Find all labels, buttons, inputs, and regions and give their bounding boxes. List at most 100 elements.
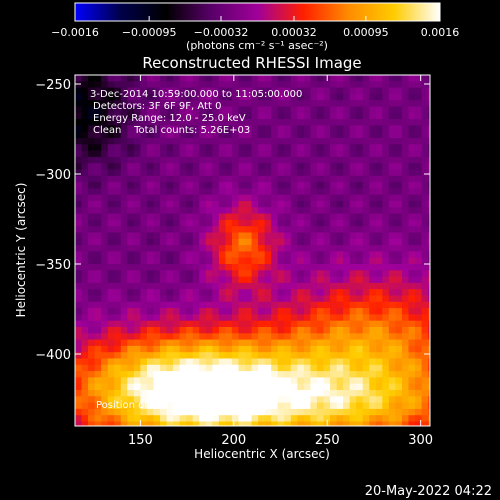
- heatmap-cell: [114, 194, 122, 202]
- heatmap-cell: [401, 276, 410, 284]
- heatmap-cell: [349, 75, 357, 82]
- heatmap-cell: [199, 333, 207, 341]
- heatmap-cell: [199, 428, 206, 435]
- heatmap-cell: [362, 201, 370, 208]
- heatmap-cell: [173, 226, 181, 234]
- heatmap-cell: [160, 377, 168, 385]
- heatmap-cell: [330, 106, 338, 114]
- heatmap-cell: [166, 144, 174, 152]
- heatmap-cell: [218, 213, 227, 221]
- heatmap-cell: [166, 421, 174, 426]
- heatmap-cell: [316, 219, 325, 227]
- heatmap-cell: [336, 100, 344, 108]
- heatmap-cell: [166, 219, 174, 227]
- heatmap-cell: [179, 352, 187, 360]
- heatmap-cell: [316, 119, 325, 126]
- heatmap-cell: [330, 182, 338, 189]
- heatmap-cell: [179, 327, 187, 334]
- heatmap-cell: [212, 415, 220, 423]
- heatmap-cell: [277, 345, 285, 353]
- heatmap-cell: [205, 169, 213, 177]
- heatmap-cell: [114, 295, 122, 303]
- heatmap-cell: [349, 219, 357, 227]
- heatmap-cell: [356, 219, 364, 227]
- heatmap-cell: [395, 125, 403, 133]
- heatmap-cell: [271, 138, 279, 145]
- heatmap-cell: [349, 131, 357, 139]
- heatmap-cell: [127, 81, 135, 89]
- heatmap-cell: [310, 282, 318, 290]
- heatmap-cell: [238, 270, 246, 278]
- heatmap-cell: [310, 276, 318, 284]
- heatmap-cell: [264, 163, 272, 171]
- heatmap-cell: [107, 408, 115, 416]
- heatmap-cell: [81, 175, 89, 183]
- heatmap-cell: [258, 383, 266, 391]
- heatmap-cell: [192, 245, 200, 252]
- heatmap-cell: [166, 364, 174, 372]
- heatmap-cell: [382, 345, 390, 353]
- heatmap-cell: [199, 276, 207, 284]
- heatmap-cell: [310, 264, 318, 271]
- heatmap-cell: [225, 194, 233, 202]
- heatmap-cell: [369, 402, 377, 410]
- heatmap-cell: [330, 327, 338, 334]
- heatmap-cell: [199, 144, 207, 152]
- heatmap-cell: [205, 119, 213, 126]
- heatmap-cell: [421, 301, 429, 309]
- heatmap-cell: [205, 125, 213, 133]
- heatmap-cell: [160, 144, 168, 152]
- heatmap-cell: [153, 301, 161, 309]
- heatmap-cell: [330, 383, 338, 391]
- heatmap-cell: [375, 301, 383, 309]
- heatmap-cell: [251, 119, 259, 126]
- heatmap-cell: [205, 377, 213, 385]
- heatmap-cell: [330, 87, 338, 95]
- heatmap-cell: [231, 333, 240, 341]
- heatmap-cell: [271, 144, 279, 152]
- heatmap-cell: [258, 264, 266, 271]
- heatmap-cell: [401, 251, 410, 259]
- heatmap-cell: [238, 175, 246, 183]
- heatmap-cell: [101, 106, 109, 114]
- heatmap-cell: [114, 345, 122, 353]
- heatmap-cell: [336, 245, 344, 252]
- heatmap-cell: [173, 119, 181, 126]
- heatmap-cell: [166, 282, 174, 290]
- heatmap-cell: [88, 207, 96, 215]
- heatmap-cell: [225, 358, 233, 366]
- heatmap-cell: [173, 352, 181, 360]
- heatmap-cell: [408, 219, 416, 227]
- heatmap-cell: [362, 207, 370, 215]
- heatmap-cell: [186, 119, 194, 126]
- heatmap-cell: [323, 390, 331, 397]
- heatmap-cell: [218, 257, 227, 265]
- heatmap-cell: [369, 408, 377, 416]
- heatmap-cell: [120, 175, 128, 183]
- heatmap-cell: [120, 150, 128, 158]
- heatmap-cell: [160, 320, 168, 328]
- heatmap-cell: [88, 276, 96, 284]
- heatmap-cell: [179, 251, 187, 259]
- heatmap-cell: [271, 169, 279, 177]
- heatmap-cell: [186, 352, 194, 360]
- heatmap-cell: [284, 87, 292, 95]
- heatmap-cell: [428, 364, 430, 372]
- heatmap-cell: [251, 131, 259, 139]
- heatmap-cell: [408, 245, 416, 252]
- heatmap-cell: [343, 251, 351, 259]
- heatmap-cell: [303, 182, 312, 189]
- heatmap-cell: [179, 163, 187, 171]
- heatmap-cell: [225, 371, 233, 378]
- heatmap-cell: [120, 270, 128, 278]
- heatmap-cell: [245, 282, 253, 290]
- heatmap-cell: [166, 308, 174, 315]
- heatmap-cell: [114, 131, 122, 139]
- heatmap-cell: [212, 339, 220, 347]
- heatmap-cell: [173, 175, 181, 183]
- x-tick-label: 300: [408, 433, 433, 448]
- heatmap-cell: [95, 428, 102, 435]
- heatmap-cell: [258, 163, 266, 171]
- colorbar-tick-label: −0.00032: [194, 26, 249, 39]
- heatmap-cell: [369, 371, 377, 378]
